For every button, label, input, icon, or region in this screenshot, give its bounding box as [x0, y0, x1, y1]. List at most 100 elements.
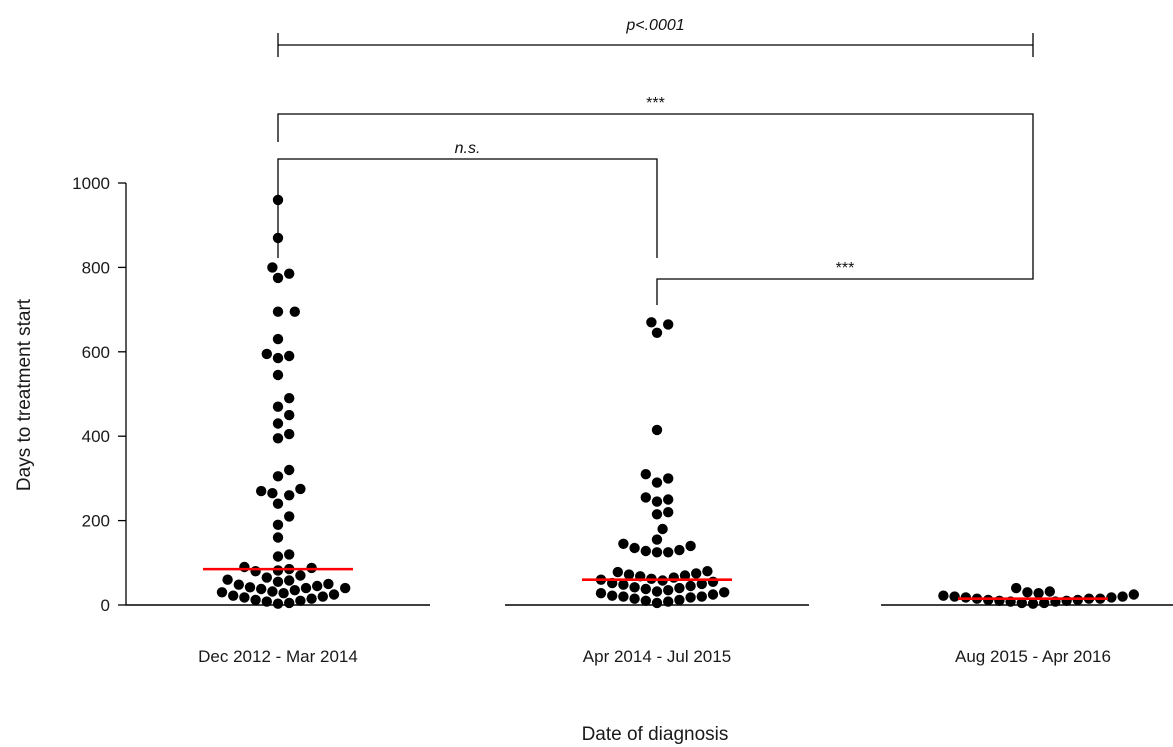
comparison-bracket-4: p<.0001	[277, 17, 1034, 57]
data-point	[256, 583, 267, 595]
x-axis-title: Date of diagnosis	[582, 724, 729, 745]
data-point	[685, 580, 696, 592]
data-point	[1128, 589, 1140, 600]
comparison-bracket-1: n.s.	[277, 140, 658, 258]
comparison-bracket-3: ***	[277, 95, 1034, 258]
data-point	[284, 511, 295, 522]
y-tick-label-0: 0	[101, 596, 110, 615]
data-point	[949, 591, 960, 602]
data-point	[267, 262, 278, 273]
data-point	[623, 569, 635, 580]
data-point	[674, 582, 685, 594]
data-point	[272, 519, 284, 530]
data-point	[1061, 595, 1072, 606]
data-point	[295, 595, 306, 606]
data-point	[272, 551, 284, 562]
data-point	[306, 593, 317, 604]
data-point	[674, 544, 685, 556]
data-point	[284, 268, 295, 279]
data-point	[284, 575, 295, 586]
y-axis: 0 200 400 600 800 1000	[72, 174, 127, 615]
data-point	[651, 597, 663, 609]
data-point	[640, 545, 651, 557]
data-point	[651, 586, 663, 597]
comparison-label-4: p<.0001	[625, 17, 684, 34]
data-point	[323, 578, 334, 590]
data-point	[651, 509, 663, 520]
data-point	[222, 574, 233, 585]
data-point	[284, 409, 295, 421]
data-point	[707, 576, 719, 587]
data-point	[651, 547, 663, 558]
data-point	[228, 590, 239, 601]
data-point	[663, 319, 674, 330]
data-point	[340, 582, 351, 594]
data-point	[261, 348, 272, 360]
data-point	[239, 592, 250, 603]
data-point	[261, 572, 272, 583]
data-point	[295, 570, 306, 581]
x-category-labels: Dec 2012 - Mar 2014 Apr 2014 - Jul 2015 Au…	[198, 647, 1111, 666]
data-point	[272, 418, 284, 429]
data-point	[1011, 582, 1022, 594]
data-point	[1044, 586, 1056, 597]
data-point	[1033, 588, 1044, 599]
data-point	[250, 594, 261, 606]
data-point	[1106, 592, 1117, 603]
y-tick-label-200: 200	[82, 512, 110, 531]
data-point	[284, 428, 295, 440]
data-points	[216, 194, 1140, 609]
data-point	[640, 595, 651, 606]
data-point	[640, 583, 651, 595]
data-point	[696, 591, 707, 602]
data-point	[272, 272, 284, 284]
data-point	[618, 591, 629, 602]
data-point	[272, 498, 284, 509]
data-point	[696, 578, 707, 590]
data-point	[272, 333, 284, 345]
data-point	[272, 194, 284, 206]
data-point	[267, 586, 278, 597]
data-point	[284, 597, 295, 609]
data-point	[663, 473, 674, 484]
data-point	[651, 327, 663, 338]
data-point	[300, 582, 312, 594]
data-point	[272, 306, 284, 317]
data-point	[272, 401, 284, 412]
data-point	[938, 590, 949, 601]
bracket-line	[277, 158, 658, 258]
data-point	[663, 494, 674, 505]
data-point	[278, 588, 289, 599]
x-category-label-3: Aug 2015 - Apr 2016	[955, 647, 1111, 666]
median-lines	[203, 567, 1108, 600]
data-point	[284, 350, 295, 362]
y-tick-label-800: 800	[82, 258, 110, 277]
data-point	[651, 534, 663, 545]
y-axis-title: Days to treatment start	[14, 298, 35, 491]
data-point	[629, 542, 640, 554]
y-tick-label-400: 400	[82, 427, 110, 446]
data-point	[1039, 597, 1050, 609]
data-point	[640, 469, 651, 480]
data-point	[1117, 591, 1128, 602]
data-point	[668, 572, 679, 583]
data-point	[272, 433, 284, 444]
data-point	[646, 317, 657, 328]
data-point	[272, 471, 284, 482]
y-tick-label-600: 600	[82, 343, 110, 362]
data-point	[618, 538, 629, 549]
data-point	[284, 490, 295, 501]
data-point	[618, 579, 629, 590]
data-point	[317, 591, 328, 602]
data-point	[629, 593, 640, 604]
data-point	[685, 540, 696, 552]
comparison-label-2: ***	[836, 260, 855, 277]
data-point	[607, 590, 618, 601]
data-point	[651, 496, 663, 507]
bracket-line	[277, 113, 1034, 258]
data-point	[284, 549, 295, 560]
x-category-label-2: Apr 2014 - Jul 2015	[583, 647, 731, 666]
data-point	[284, 464, 295, 476]
data-point	[239, 561, 250, 573]
